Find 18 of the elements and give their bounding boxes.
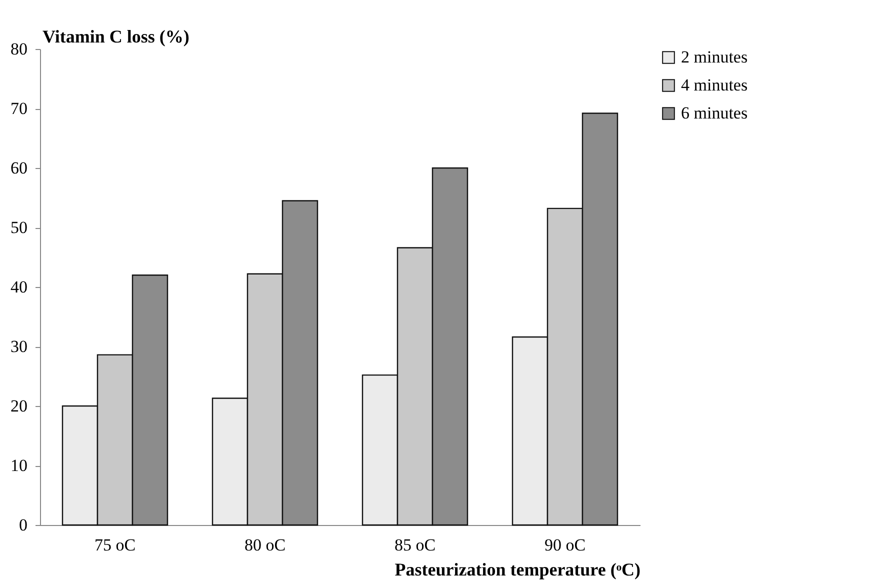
y-tick-label: 60 [10,158,28,178]
y-tick-label: 0 [19,516,28,534]
y-tick-label: 50 [10,218,28,237]
y-tick-label: 70 [10,99,28,118]
x-tick-label: 85 oC [394,536,436,554]
legend-label: 6 minutes [681,104,748,122]
y-tick-label: 10 [10,456,28,475]
legend-label: 4 minutes [681,76,748,94]
x-tick-label: 90 oC [544,536,586,554]
x-tick-label: 80 oC [244,536,286,554]
x-axis-title: Pasteurization temperature (ᵒC) [394,560,640,580]
x-tick-label: 75 oC [94,536,136,554]
y-tick-label: 40 [10,278,28,296]
y-tick-label: 80 [10,40,28,58]
y-tick-label: 20 [10,396,28,416]
y-axis-title: Vitamin C loss (%) [42,26,190,46]
legend-label: 2 minutes [681,48,748,66]
y-tick-label: 30 [10,337,28,356]
